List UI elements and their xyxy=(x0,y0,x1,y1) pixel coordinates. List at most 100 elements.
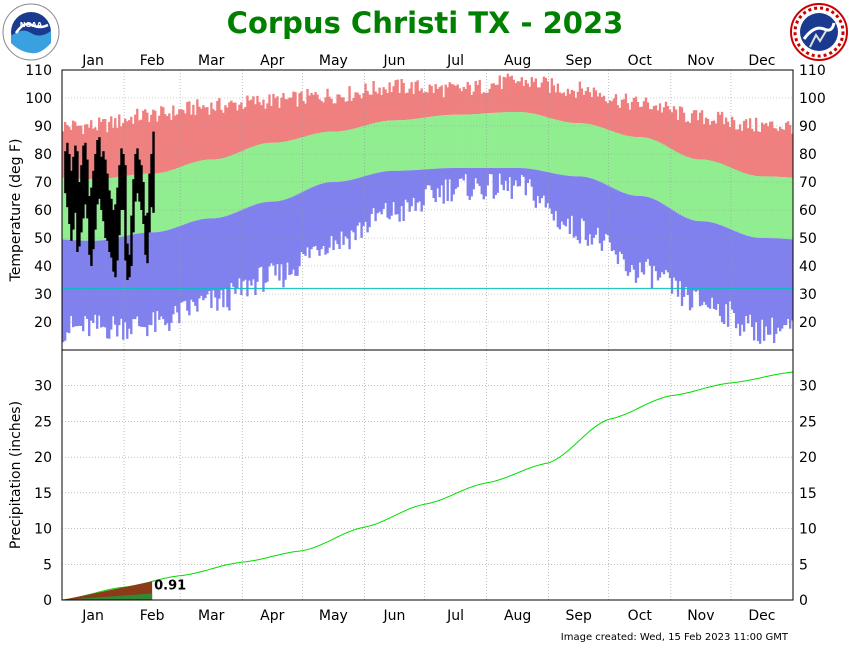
temp-right-tick-label: 20 xyxy=(799,315,817,331)
normal-range-bar xyxy=(284,141,287,200)
temp-left-tick-label: 60 xyxy=(34,203,52,219)
normal-range-bar xyxy=(398,120,401,171)
record-low-bar xyxy=(632,195,636,270)
normal-range-bar xyxy=(500,112,503,168)
normal-range-bar xyxy=(112,177,115,239)
normal-range-bar xyxy=(286,141,289,199)
normal-range-bar xyxy=(470,114,473,168)
record-low-bar xyxy=(270,201,273,264)
record-high-bar xyxy=(290,97,293,141)
record-low-bar xyxy=(130,234,133,335)
record-low-bar xyxy=(194,220,197,306)
record-high-bar xyxy=(610,101,614,132)
record-low-bar xyxy=(784,238,788,326)
record-high-bar xyxy=(400,79,403,121)
normal-range-bar xyxy=(256,145,259,204)
normal-range-bar xyxy=(188,163,191,223)
normal-range-bar xyxy=(396,120,399,171)
normal-range-bar xyxy=(698,159,702,222)
normal-range-bar xyxy=(586,123,590,178)
top-month-label: Aug xyxy=(504,53,531,69)
normal-range-bar xyxy=(558,120,562,175)
record-high-bar xyxy=(642,101,646,138)
normal-range-bar xyxy=(478,113,481,168)
normal-range-bar xyxy=(350,129,353,180)
record-low-bar xyxy=(556,174,560,228)
record-high-bar xyxy=(184,113,187,166)
record-high-bar xyxy=(358,94,361,128)
record-low-bar xyxy=(546,172,550,204)
record-high-bar xyxy=(562,92,566,122)
bottom-month-label: Oct xyxy=(628,608,653,624)
record-high-bar xyxy=(500,89,503,113)
normal-range-bar xyxy=(710,160,714,223)
record-low-bar xyxy=(768,238,772,335)
record-low-bar xyxy=(110,239,113,330)
temp-left-tick-label: 90 xyxy=(34,119,52,135)
record-low-bar xyxy=(730,229,734,310)
record-high-bar xyxy=(762,124,766,177)
record-low-bar xyxy=(330,182,333,236)
record-high-bar xyxy=(546,81,550,118)
record-high-bar xyxy=(402,83,405,121)
normal-range-bar xyxy=(376,122,379,173)
normal-range-bar xyxy=(248,148,251,207)
record-low-bar xyxy=(624,193,628,272)
precip-left-tick-label: 10 xyxy=(34,522,52,538)
record-low-bar xyxy=(666,206,670,273)
record-high-bar xyxy=(600,97,604,128)
normal-range-bar xyxy=(162,172,165,232)
normal-range-bar xyxy=(666,146,670,207)
record-low-bar xyxy=(620,192,624,255)
record-low-bar xyxy=(636,195,640,278)
observed-temp-bar xyxy=(94,154,97,230)
record-high-bar xyxy=(612,98,616,132)
normal-range-bar xyxy=(468,114,471,168)
record-low-bar xyxy=(164,230,167,326)
record-high-bar xyxy=(372,81,375,124)
record-low-bar xyxy=(578,176,582,244)
record-low-bar xyxy=(552,173,556,221)
record-high-bar xyxy=(230,100,233,156)
record-low-bar xyxy=(700,221,704,306)
record-low-bar xyxy=(206,218,209,295)
normal-range-bar xyxy=(600,127,604,183)
normal-range-bar xyxy=(772,176,776,239)
normal-range-bar xyxy=(388,120,391,171)
normal-range-bar xyxy=(760,176,764,238)
record-high-bar xyxy=(654,105,658,141)
record-high-bar xyxy=(478,79,481,114)
observed-temp-bar xyxy=(114,204,117,278)
record-high-bar xyxy=(470,94,473,115)
record-high-bar xyxy=(752,131,756,176)
record-low-bar xyxy=(190,222,193,300)
normal-range-bar xyxy=(98,179,101,241)
record-high-bar xyxy=(272,93,275,143)
normal-range-bar xyxy=(550,118,554,173)
record-low-bar xyxy=(618,191,622,252)
observed-temp-bar xyxy=(148,173,151,233)
record-high-bar xyxy=(310,92,313,135)
record-high-bar xyxy=(476,84,479,115)
normal-range-bar xyxy=(344,130,347,181)
record-high-bar xyxy=(760,122,764,177)
record-low-bar xyxy=(606,185,610,236)
record-low-bar xyxy=(96,240,99,329)
record-low-bar xyxy=(522,168,525,177)
normal-range-bar xyxy=(206,159,209,219)
record-high-bar xyxy=(734,129,738,170)
normal-range-bar xyxy=(214,159,217,219)
normal-range-bar xyxy=(328,131,331,183)
record-low-bar xyxy=(128,235,131,329)
record-high-bar xyxy=(274,98,277,143)
normal-range-bar xyxy=(428,116,431,170)
observed-temp-bar xyxy=(138,159,141,202)
observed-temp-bar xyxy=(146,212,149,264)
record-high-bar xyxy=(520,77,523,113)
record-high-bar xyxy=(370,94,373,124)
normal-range-bar xyxy=(718,163,722,225)
record-low-bar xyxy=(626,194,630,276)
record-low-bar xyxy=(356,178,359,226)
normal-range-bar xyxy=(392,120,395,171)
normal-range-bar xyxy=(656,141,660,202)
